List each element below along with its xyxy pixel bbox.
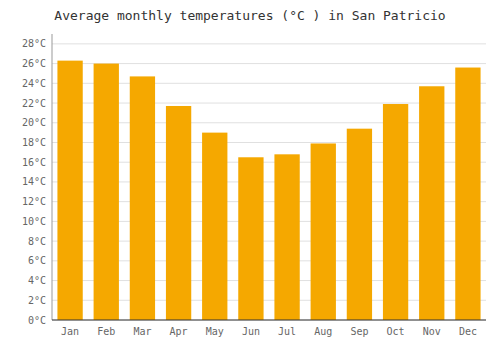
x-tick-label: Mar xyxy=(133,326,151,337)
bar xyxy=(94,64,119,320)
x-tick-label: Jul xyxy=(278,326,296,337)
y-axis-line xyxy=(52,34,53,320)
bar xyxy=(130,76,155,320)
bar xyxy=(166,106,191,320)
y-tick-label: 18°C xyxy=(22,137,46,148)
bars xyxy=(57,61,480,320)
y-tick-label: 14°C xyxy=(22,176,46,187)
bar xyxy=(202,133,227,320)
y-tick-label: 16°C xyxy=(22,157,46,168)
y-axis: 0°C 2°C 4°C 6°C 8°C 10°C 12°C 14°C 16°C 18°C 20°C 2… xyxy=(22,34,52,326)
bar xyxy=(455,68,480,320)
title: Average monthly temperatures (°C ) in Sa… xyxy=(54,8,445,23)
chart: Average monthly temperatures (°C ) in Sa… xyxy=(0,0,500,350)
x-tick-label: Jun xyxy=(242,326,260,337)
grid-line xyxy=(52,320,486,321)
y-tick-label: 10°C xyxy=(22,216,46,227)
grid-line xyxy=(52,43,486,44)
bar xyxy=(274,154,299,320)
bar xyxy=(311,143,336,320)
y-tick-label: 12°C xyxy=(22,196,46,207)
y-tick-label: 26°C xyxy=(22,58,46,69)
y-tick-label: 4°C xyxy=(28,275,46,286)
y-tick-label: 8°C xyxy=(28,236,46,247)
y-tick-label: 28°C xyxy=(22,38,46,49)
y-tick-label: 22°C xyxy=(22,98,46,109)
x-tick-label: Nov xyxy=(423,326,441,337)
x-axis-line xyxy=(52,320,486,321)
x-tick-label: Jan xyxy=(61,326,79,337)
x-tick-label: Sep xyxy=(350,326,368,337)
bar xyxy=(383,104,408,320)
chart-container: Average monthly temperatures (°C ) in Sa… xyxy=(0,0,500,350)
bar xyxy=(238,157,263,320)
grid xyxy=(52,44,486,320)
y-tick-label: 20°C xyxy=(22,117,46,128)
bar xyxy=(419,86,444,320)
x-tick-label: Dec xyxy=(459,326,477,337)
x-tick-label: Aug xyxy=(314,326,332,337)
y-tick-label: 0°C xyxy=(28,315,46,326)
x-tick-label: Oct xyxy=(387,326,405,337)
y-tick-label: 6°C xyxy=(28,255,46,266)
x-tick-label: May xyxy=(206,326,224,337)
x-tick-label: Feb xyxy=(97,326,115,337)
x-axis: Jan Feb Mar Apr May Jun Jul Aug Sep Oct Nov Dec xyxy=(52,320,486,337)
y-tick-label: 24°C xyxy=(22,78,46,89)
bar xyxy=(347,129,372,320)
x-tick-label: Apr xyxy=(170,326,188,337)
bar xyxy=(57,61,82,320)
y-tick-label: 2°C xyxy=(28,295,46,306)
